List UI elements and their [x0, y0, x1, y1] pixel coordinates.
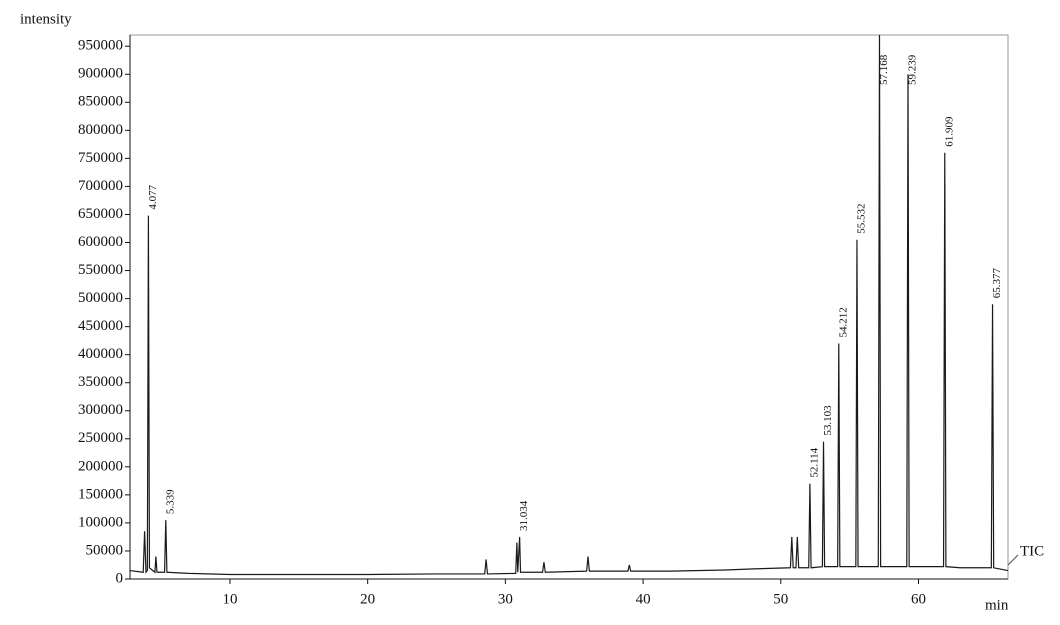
y-tick-label: 850000	[78, 94, 123, 110]
y-tick-label: 350000	[78, 374, 123, 390]
y-tick-label: 50000	[86, 542, 124, 558]
x-tick-label: 10	[222, 591, 237, 607]
x-tick-label: 60	[911, 591, 926, 607]
peak-label: 31.034	[518, 500, 530, 531]
x-tick-label: 30	[498, 591, 513, 607]
trace-line	[129, 34, 1009, 576]
peak-label: 4.077	[147, 184, 159, 209]
y-axis-label: intensity	[20, 11, 72, 27]
y-tick-label: 450000	[78, 318, 123, 334]
y-tick-label: 950000	[78, 38, 123, 54]
y-tick-label: 550000	[78, 262, 123, 278]
y-tick-label: 250000	[78, 430, 123, 446]
y-tick-label: 0	[116, 570, 124, 586]
x-tick-label: 50	[773, 591, 788, 607]
y-tick-label: 800000	[78, 122, 123, 138]
y-tick-label: 400000	[78, 346, 123, 362]
trace-pointer	[1007, 554, 1019, 566]
peak-label: 57.168	[878, 54, 890, 85]
peak-label: 61.909	[943, 116, 955, 147]
y-tick-label: 100000	[78, 514, 123, 530]
x-tick-label: 40	[636, 591, 651, 607]
peak-label: 52.114	[808, 447, 820, 477]
trace-label: TIC	[1020, 543, 1044, 559]
y-tick-label: 500000	[78, 290, 123, 306]
peak-label: 5.339	[164, 489, 176, 514]
y-tick-label: 300000	[78, 402, 123, 418]
y-tick-label: 900000	[78, 66, 123, 82]
peak-label: 53.103	[822, 405, 834, 436]
peak-label: 59.239	[907, 54, 919, 85]
y-tick-label: 650000	[78, 206, 123, 222]
peak-label: 55.532	[855, 203, 867, 233]
y-tick-label: 200000	[78, 458, 123, 474]
x-tick-label: 20	[360, 591, 375, 607]
y-tick-label: 700000	[78, 178, 123, 194]
y-tick-label: 600000	[78, 234, 123, 250]
y-tick-label: 750000	[78, 150, 123, 166]
peak-label: 54.212	[837, 307, 849, 337]
x-axis-label: min	[985, 597, 1009, 613]
peak-label: 65.377	[991, 267, 1003, 298]
plot-frame	[129, 34, 1009, 580]
y-tick-label: 150000	[78, 486, 123, 502]
